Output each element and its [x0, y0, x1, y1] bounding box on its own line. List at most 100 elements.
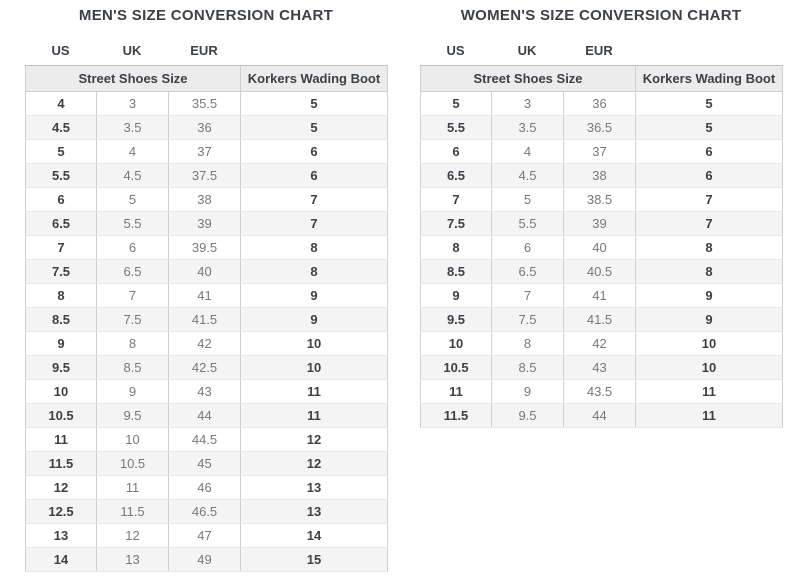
table-row: 10 8 42 10 [420, 331, 783, 356]
table-cell: 5 [240, 115, 388, 140]
table-cell: 3 [96, 91, 169, 116]
table-cell: 9.5 [25, 355, 97, 380]
table-cell: 44 [563, 403, 636, 428]
table-cell: 7 [240, 211, 388, 236]
table-cell: 41 [168, 283, 241, 308]
table-cell: 5 [491, 187, 564, 212]
table-cell: 8.5 [491, 355, 564, 380]
table-cell: 42.5 [168, 355, 241, 380]
table-cell: 7.5 [96, 307, 169, 332]
table-cell: 6 [420, 139, 492, 164]
table-row: 8 6 40 8 [420, 235, 783, 260]
table-cell: 10 [240, 355, 388, 380]
womens-size-chart: WOMEN'S SIZE CONVERSION CHART US UK EUR … [420, 7, 783, 572]
table-cell: 9.5 [96, 403, 169, 428]
table-row: 4.5 3.5 36 5 [25, 115, 388, 140]
table-cell: 8.5 [25, 307, 97, 332]
street-shoes-header: Street Shoes Size [25, 65, 241, 92]
mens-label-uk: UK [122, 43, 142, 58]
wading-boot-header: Korkers Wading Boot [635, 65, 783, 92]
table-cell: 5 [635, 115, 783, 140]
table-cell: 9 [240, 283, 388, 308]
table-row: 11.5 10.5 45 12 [25, 451, 388, 476]
table-cell: 13 [96, 547, 169, 572]
table-cell: 8 [420, 235, 492, 260]
mens-region-labels: US UK EUR [25, 43, 387, 58]
table-cell: 6.5 [25, 211, 97, 236]
womens-label-eur: EUR [585, 43, 613, 58]
table-cell: 7 [420, 187, 492, 212]
table-row: 5 4 37 6 [25, 139, 388, 164]
table-cell: 38.5 [563, 187, 636, 212]
table-cell: 11 [420, 379, 492, 404]
table-cell: 12.5 [25, 499, 97, 524]
table-cell: 11 [25, 427, 97, 452]
table-cell: 9 [491, 379, 564, 404]
table-cell: 40.5 [563, 259, 636, 284]
table-cell: 9.5 [491, 403, 564, 428]
table-cell: 42 [563, 331, 636, 356]
table-row: 6.5 4.5 38 6 [420, 163, 783, 188]
table-cell: 3.5 [96, 115, 169, 140]
table-cell: 15 [240, 547, 388, 572]
mens-chart-title: MEN'S SIZE CONVERSION CHART [78, 7, 334, 24]
table-row: 8.5 6.5 40.5 8 [420, 259, 783, 284]
table-cell: 13 [240, 499, 388, 524]
table-cell: 10.5 [420, 355, 492, 380]
womens-label-uk: UK [517, 43, 537, 58]
table-row: 9 8 42 10 [25, 331, 388, 356]
table-cell: 9 [635, 283, 783, 308]
table-cell: 12 [240, 451, 388, 476]
table-cell: 9 [635, 307, 783, 332]
table-row: 11 10 44.5 12 [25, 427, 388, 452]
table-cell: 35.5 [168, 91, 241, 116]
table-cell: 6 [25, 187, 97, 212]
table-cell: 39.5 [168, 235, 241, 260]
table-row: 6 4 37 6 [420, 139, 783, 164]
table-cell: 42 [168, 331, 241, 356]
womens-chart-title: WOMEN'S SIZE CONVERSION CHART [460, 7, 742, 24]
table-cell: 12 [96, 523, 169, 548]
table-row: 11 9 43.5 11 [420, 379, 783, 404]
table-cell: 38 [168, 187, 241, 212]
table-cell: 4.5 [25, 115, 97, 140]
table-cell: 39 [168, 211, 241, 236]
table-cell: 10 [96, 427, 169, 452]
table-cell: 49 [168, 547, 241, 572]
table-row: 4 3 35.5 5 [25, 91, 388, 116]
table-cell: 10 [240, 331, 388, 356]
table-row: 12 11 46 13 [25, 475, 388, 500]
table-row: 8.5 7.5 41.5 9 [25, 307, 388, 332]
table-cell: 6 [635, 163, 783, 188]
table-cell: 9 [25, 331, 97, 356]
table-cell: 43.5 [563, 379, 636, 404]
table-cell: 4.5 [491, 163, 564, 188]
table-row: 13 12 47 14 [25, 523, 388, 548]
table-cell: 7 [25, 235, 97, 260]
table-cell: 7.5 [491, 307, 564, 332]
table-cell: 8.5 [96, 355, 169, 380]
table-row: 9 7 41 9 [420, 283, 783, 308]
table-cell: 8 [25, 283, 97, 308]
table-cell: 7 [491, 283, 564, 308]
table-row: 14 13 49 15 [25, 547, 388, 572]
table-cell: 10 [635, 331, 783, 356]
table-cell: 13 [240, 475, 388, 500]
table-cell: 36 [168, 115, 241, 140]
table-cell: 8 [635, 259, 783, 284]
table-cell: 11.5 [25, 451, 97, 476]
table-row: 5.5 3.5 36.5 5 [420, 115, 783, 140]
table-row: 11.5 9.5 44 11 [420, 403, 783, 428]
table-cell: 3.5 [491, 115, 564, 140]
table-cell: 5 [635, 91, 783, 116]
table-row: 7 5 38.5 7 [420, 187, 783, 212]
table-cell: 41.5 [563, 307, 636, 332]
table-cell: 11 [635, 403, 783, 428]
table-cell: 4 [25, 91, 97, 116]
table-row: 7.5 6.5 40 8 [25, 259, 388, 284]
table-cell: 12 [25, 475, 97, 500]
table-cell: 37.5 [168, 163, 241, 188]
table-cell: 10.5 [25, 403, 97, 428]
